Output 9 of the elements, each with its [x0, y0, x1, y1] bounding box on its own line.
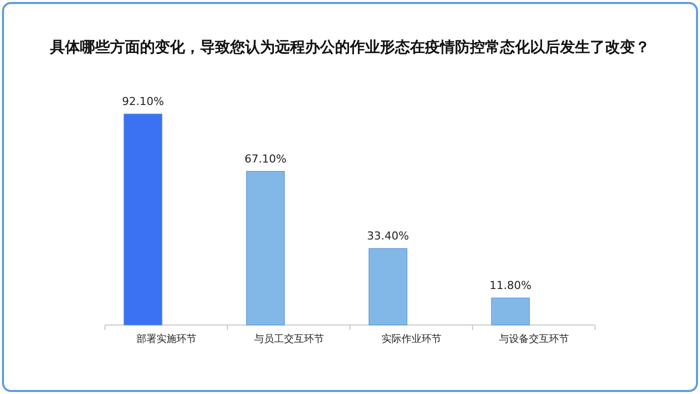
- x-tick-label: 与设备交互环节: [498, 333, 569, 345]
- chart-title: 具体哪些方面的变化，导致您认为远程办公的作业形态在疫情防控常态化以后发生了改变？: [49, 38, 650, 56]
- data-label: 67.10%: [244, 152, 286, 166]
- data-label: 11.80%: [490, 278, 532, 292]
- x-tick-label: 与员工交互环节: [254, 333, 324, 345]
- data-label: 92.10%: [122, 95, 164, 108]
- x-tick-label: 部署实施环节: [136, 333, 196, 345]
- x-tick-label: 实际作业环节: [381, 333, 442, 345]
- data-label: 33.40%: [367, 229, 409, 242]
